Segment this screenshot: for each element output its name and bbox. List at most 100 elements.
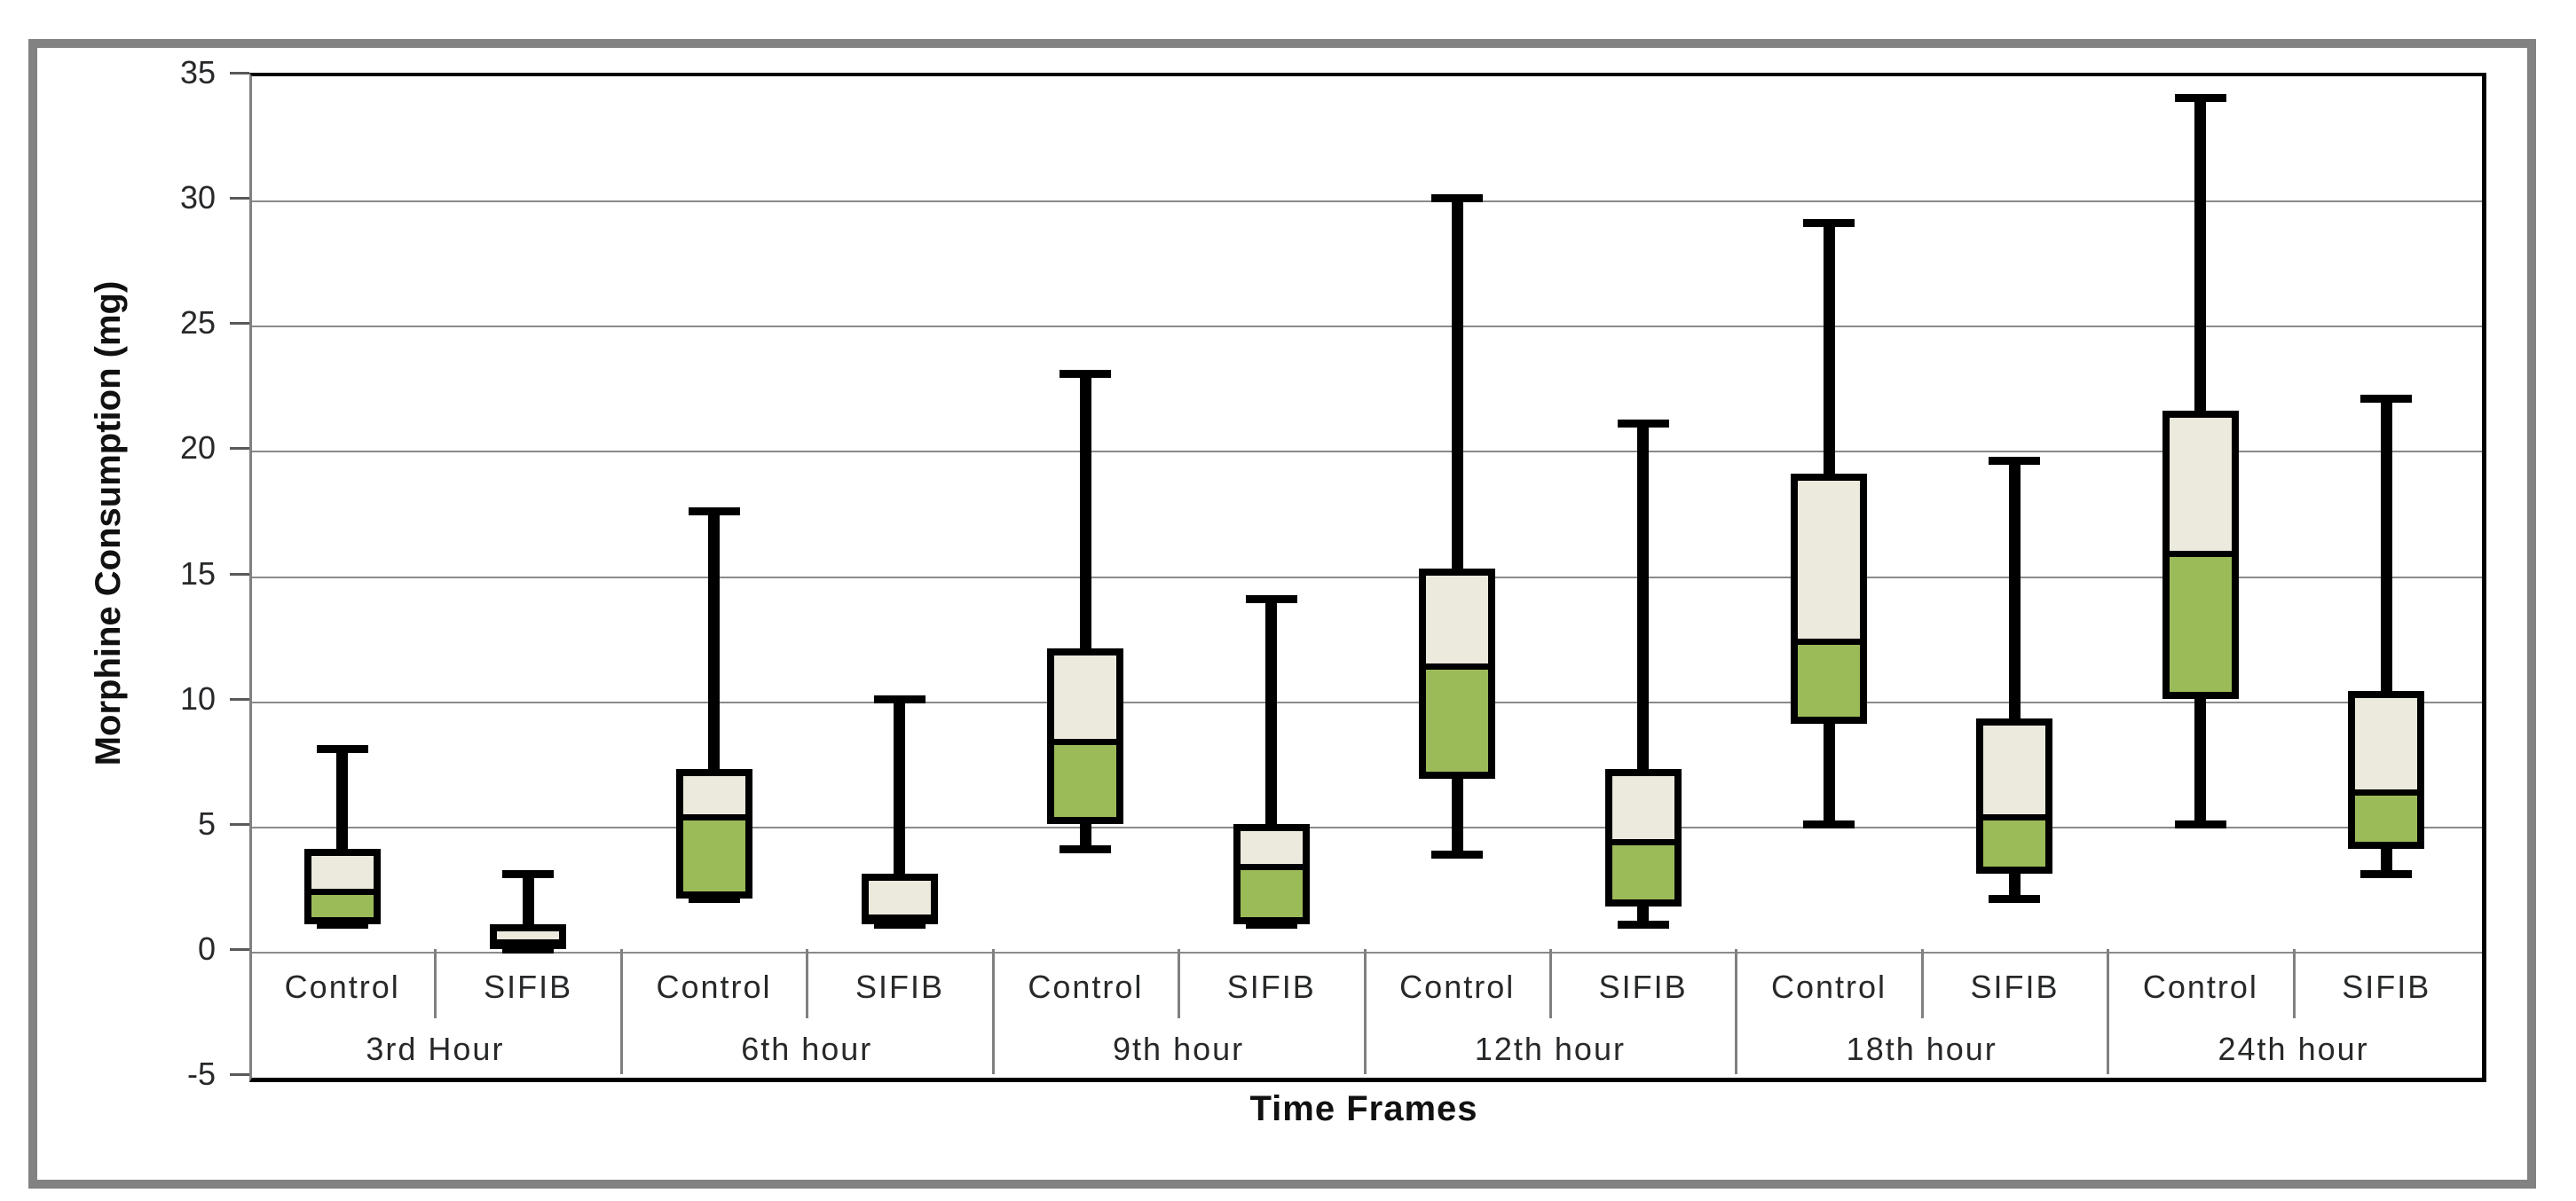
lower-whisker-11	[2380, 848, 2392, 875]
min-cap-8	[1803, 820, 1855, 828]
category-separator	[1920, 948, 1924, 1018]
group-label-3rd-Hour: 3rd Hour	[366, 1030, 505, 1067]
y-tick-label-10: 10	[179, 679, 216, 717]
y-tick-label-15: 15	[179, 554, 216, 592]
max-cap-9	[1989, 457, 2041, 466]
upper-whisker-3	[894, 698, 906, 875]
upper-whisker-11	[2380, 397, 2392, 692]
upper-whisker-0	[336, 749, 349, 849]
gridline-20	[252, 451, 2482, 453]
gridline-30	[252, 200, 2482, 203]
median-line-10	[2169, 551, 2232, 558]
y-tick-label-5: 5	[197, 805, 216, 842]
median-line-2	[682, 813, 745, 820]
box-18th-hour-Control	[1791, 473, 1868, 724]
category-label-24th-hour-Control: Control	[2142, 968, 2258, 1005]
y-tick-mark-15	[230, 572, 249, 576]
category-label-6th-hour-Control: Control	[656, 968, 772, 1005]
max-cap-0	[316, 745, 368, 754]
box-24th-hour-SIFIB	[2348, 691, 2425, 849]
max-cap-4	[1060, 369, 1112, 378]
box-24th-hour-Control	[2162, 411, 2239, 699]
lower-whisker-7	[1637, 906, 1650, 924]
box-3rd-Hour-Control	[303, 848, 381, 924]
y-tick-label--5: -5	[186, 1056, 216, 1092]
min-cap-6	[1431, 850, 1484, 859]
max-cap-11	[2360, 394, 2413, 403]
group-separator	[619, 948, 623, 1074]
x-axis-title: Time Frames	[1249, 1089, 1478, 1128]
category-label-9th-hour-SIFIB: SIFIB	[1226, 968, 1316, 1005]
max-cap-10	[2174, 94, 2226, 103]
box-lower-green-0	[311, 891, 374, 917]
group-label-24th-hour: 24th hour	[2218, 1030, 2369, 1067]
min-cap-1	[502, 945, 555, 954]
y-tick-mark-25	[230, 322, 249, 326]
box-lower-green-4	[1054, 742, 1117, 817]
category-label-24th-hour-SIFIB: SIFIB	[2342, 968, 2431, 1005]
median-line-0	[311, 889, 374, 896]
box-lower-green-6	[1426, 666, 1489, 772]
median-line-3	[868, 914, 931, 921]
median-line-7	[1611, 838, 1674, 845]
gridline-0	[252, 951, 2482, 954]
min-cap-3	[873, 920, 926, 929]
box-lower-green-7	[1611, 841, 1674, 899]
box-lower-green-11	[2355, 791, 2418, 842]
y-tick-label-35: 35	[179, 54, 216, 90]
median-line-11	[2355, 789, 2418, 796]
group-separator	[1363, 948, 1367, 1074]
upper-whisker-7	[1637, 423, 1650, 769]
y-tick-mark-30	[230, 197, 249, 200]
median-line-9	[1983, 813, 2046, 820]
max-cap-8	[1803, 219, 1855, 228]
category-separator	[1178, 948, 1181, 1018]
y-tick-mark--5	[230, 1073, 249, 1076]
lower-whisker-8	[1823, 723, 1835, 824]
y-tick-label-0: 0	[197, 930, 216, 967]
box-12th-hour-SIFIB	[1604, 768, 1682, 907]
lower-whisker-9	[2008, 874, 2021, 899]
min-cap-7	[1617, 920, 1669, 929]
upper-whisker-2	[708, 510, 721, 769]
box-lower-green-8	[1798, 641, 1861, 717]
box-12th-hour-Control	[1419, 568, 1496, 779]
group-separator	[2107, 948, 2110, 1074]
box-lower-green-9	[1983, 816, 2046, 867]
max-cap-1	[502, 870, 555, 879]
y-tick-mark-20	[230, 447, 249, 451]
max-cap-7	[1617, 420, 1669, 428]
category-label-6th-hour-SIFIB: SIFIB	[855, 968, 944, 1005]
category-separator	[434, 948, 437, 1018]
box-9th-hour-Control	[1047, 648, 1124, 824]
lower-whisker-10	[2194, 698, 2207, 824]
gridline-25	[252, 326, 2482, 328]
y-tick-label-25: 25	[179, 304, 216, 341]
category-label-3rd-Hour-Control: Control	[284, 968, 400, 1005]
group-label-18th-hour: 18th hour	[1846, 1030, 1997, 1067]
min-cap-11	[2360, 870, 2413, 879]
upper-whisker-1	[522, 874, 534, 924]
box-18th-hour-SIFIB	[1976, 718, 2053, 875]
group-label-12th-hour: 12th hour	[1474, 1030, 1626, 1067]
category-label-9th-hour-Control: Control	[1028, 968, 1144, 1005]
upper-whisker-9	[2008, 460, 2021, 719]
max-cap-5	[1245, 594, 1297, 603]
max-cap-3	[873, 695, 926, 703]
median-line-8	[1798, 639, 1861, 646]
box-3rd-Hour-SIFIB	[490, 923, 567, 949]
min-cap-4	[1060, 844, 1112, 853]
category-separator	[1548, 948, 1552, 1018]
min-cap-9	[1989, 895, 2041, 904]
min-cap-10	[2174, 820, 2226, 828]
y-tick-mark-5	[230, 822, 249, 826]
median-line-4	[1054, 739, 1117, 746]
y-tick-mark-35	[230, 72, 249, 75]
lower-whisker-4	[1079, 823, 1091, 849]
upper-whisker-8	[1823, 223, 1835, 474]
upper-whisker-10	[2194, 98, 2207, 412]
upper-whisker-4	[1079, 373, 1091, 649]
median-line-1	[497, 938, 560, 946]
group-label-9th-hour: 9th hour	[1113, 1030, 1245, 1067]
